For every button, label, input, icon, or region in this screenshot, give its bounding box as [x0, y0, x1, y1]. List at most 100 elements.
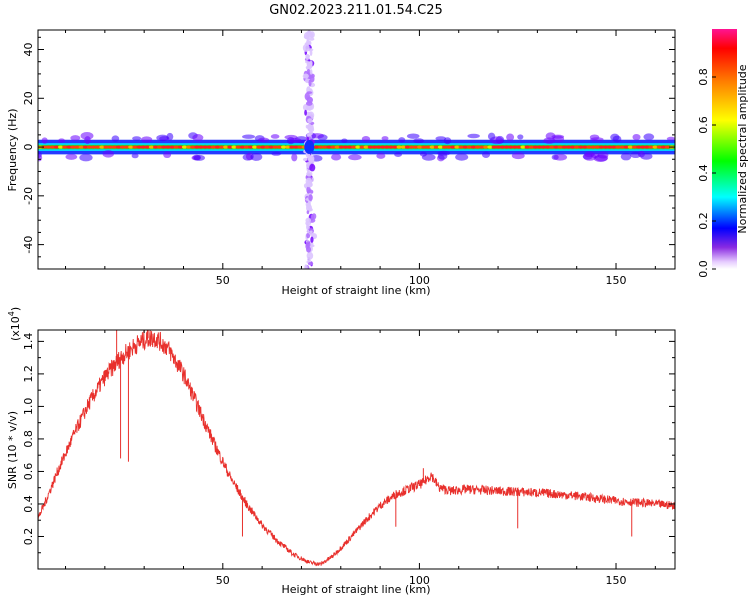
carrier-cell — [462, 145, 468, 149]
carrier-cell — [140, 145, 146, 149]
carrier-cell — [441, 145, 448, 149]
carrier-cell — [421, 145, 427, 149]
carrier-cell — [235, 145, 241, 149]
carrier-cell — [74, 145, 80, 149]
carrier-cell — [491, 145, 497, 149]
carrier-cell — [351, 145, 357, 149]
carrier-cell — [528, 145, 534, 149]
carrier-cell — [359, 145, 365, 149]
band-fuzz — [193, 154, 206, 161]
carrier-cell — [289, 145, 295, 149]
spread-point — [308, 37, 315, 41]
spread-point — [307, 259, 311, 263]
carrier-cell — [210, 145, 216, 149]
band-fuzz — [467, 133, 480, 139]
spread-point — [306, 251, 314, 260]
band-fuzz — [553, 153, 568, 161]
carrier-cell — [219, 145, 225, 149]
carrier-cell — [660, 145, 667, 149]
spread-point — [309, 163, 316, 172]
band-fuzz — [620, 152, 632, 161]
carrier-cell — [532, 145, 539, 149]
carrier-cell — [483, 145, 489, 149]
spread-point — [306, 39, 310, 47]
spread-point — [308, 123, 311, 129]
band-fuzz — [511, 152, 525, 160]
figure-title: GN02.2023.211.01.54.C25 — [269, 3, 443, 18]
carrier-cell — [280, 145, 287, 149]
carrier-cell — [553, 145, 559, 149]
spread-point — [304, 109, 307, 116]
carrier-cell — [417, 145, 423, 149]
carrier-cell — [652, 145, 658, 149]
spread-point — [305, 60, 309, 64]
y-tick-label: 0 — [22, 144, 35, 151]
spread-point — [306, 180, 313, 188]
carrier-cell — [425, 145, 431, 149]
spread-point — [306, 229, 310, 234]
carrier-cell — [408, 145, 415, 149]
carrier-cell — [260, 145, 266, 149]
carrier-cell — [446, 145, 452, 149]
band-fuzz — [376, 152, 386, 159]
band-fuzz — [597, 151, 609, 159]
band-fuzz — [630, 151, 642, 159]
carrier-cell — [487, 145, 493, 149]
carrier-cell — [293, 145, 299, 149]
carrier-cell — [334, 145, 340, 149]
carrier-cell — [615, 145, 621, 149]
carrier-cell — [611, 145, 617, 149]
spread-point — [309, 49, 313, 56]
carrier-cell — [99, 145, 105, 149]
spread-core — [304, 140, 315, 155]
band-fuzz — [258, 137, 270, 143]
carrier-cell — [264, 145, 270, 149]
carrier-cell — [545, 145, 551, 149]
carrier-cell — [161, 145, 167, 149]
colorbar-tick-label: 0.8 — [697, 68, 710, 86]
carrier-cell — [190, 145, 196, 149]
carrier-cell — [124, 145, 130, 149]
carrier-cell — [157, 145, 163, 149]
band-fuzz — [381, 136, 389, 141]
band-fuzz — [398, 137, 406, 143]
carrier-cell — [396, 145, 402, 149]
carrier-cell — [82, 145, 88, 149]
spread-point — [305, 243, 310, 250]
carrier-cell — [256, 145, 262, 149]
carrier-cell — [338, 145, 344, 149]
carrier-cell — [276, 145, 283, 149]
band-fuzz — [163, 151, 172, 159]
spread-point — [307, 118, 313, 124]
carrier-cell — [49, 145, 55, 149]
carrier-cell — [326, 145, 332, 149]
band-fuzz — [65, 153, 78, 160]
spread-point — [311, 231, 315, 238]
band-fuzz — [590, 137, 604, 142]
band-fuzz — [131, 153, 139, 159]
y-tick-label: -20 — [22, 187, 35, 205]
band-fuzz — [406, 133, 420, 139]
carrier-cell — [198, 145, 204, 149]
carrier-cell — [173, 145, 179, 149]
carrier-cell — [640, 145, 646, 149]
carrier-cell — [272, 145, 278, 149]
carrier-cell — [450, 145, 456, 149]
spread-point — [308, 194, 313, 201]
band-fuzz — [455, 153, 469, 161]
x-tick-label: 100 — [409, 574, 430, 587]
band-fuzz — [271, 151, 282, 156]
carrier-cell — [516, 145, 522, 149]
carrier-cell — [636, 145, 642, 149]
band-fuzz — [487, 132, 496, 141]
carrier-cell — [520, 145, 526, 149]
carrier-cell — [177, 145, 183, 149]
colorbar: 0.0 0.2 0.4 0.6 0.8 Normalized spectral ampl… — [697, 29, 749, 278]
carrier-cell — [103, 145, 109, 149]
carrier-cell — [297, 145, 303, 149]
band-fuzz — [543, 137, 556, 144]
y-tick-label: 0.8 — [22, 430, 35, 448]
carrier-cell — [578, 145, 584, 149]
band-fuzz — [610, 133, 620, 141]
band-fuzz — [291, 153, 298, 162]
